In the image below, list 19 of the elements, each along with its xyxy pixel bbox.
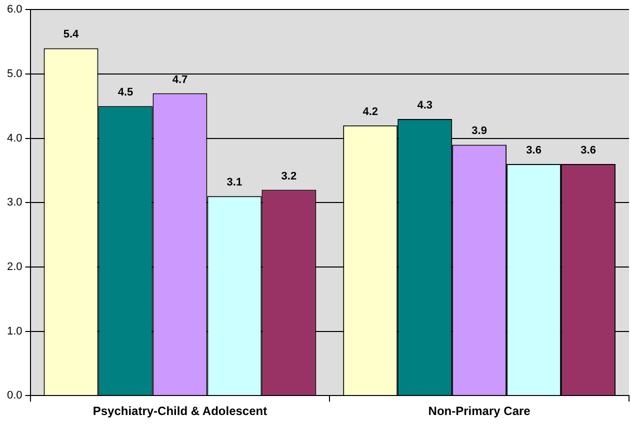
y-tick-label: 6.0 bbox=[6, 4, 22, 16]
y-tick-label: 2.0 bbox=[6, 260, 22, 273]
data-label: 4.2 bbox=[362, 106, 378, 118]
data-label: 3.6 bbox=[526, 144, 542, 157]
y-tick-label: 4.0 bbox=[6, 132, 22, 144]
y-tick-label: 0.0 bbox=[6, 390, 22, 402]
data-label: 3.2 bbox=[281, 170, 297, 182]
y-tick-label: 3.0 bbox=[6, 196, 22, 209]
x-tick-label: Non-Primary Care bbox=[428, 404, 531, 418]
data-label: 3.9 bbox=[472, 125, 487, 138]
y-tick-label: 1.0 bbox=[6, 325, 22, 338]
data-label: 4.5 bbox=[118, 86, 134, 99]
y-tick-label: 5.0 bbox=[6, 68, 22, 80]
data-label: 4.7 bbox=[172, 74, 188, 86]
data-label: 3.1 bbox=[226, 176, 242, 189]
data-label: 4.3 bbox=[417, 100, 432, 112]
x-tick-label: Psychiatry-Child & Adolescent bbox=[92, 404, 268, 418]
data-label: 5.4 bbox=[63, 28, 80, 41]
data-label: 3.6 bbox=[580, 144, 596, 157]
